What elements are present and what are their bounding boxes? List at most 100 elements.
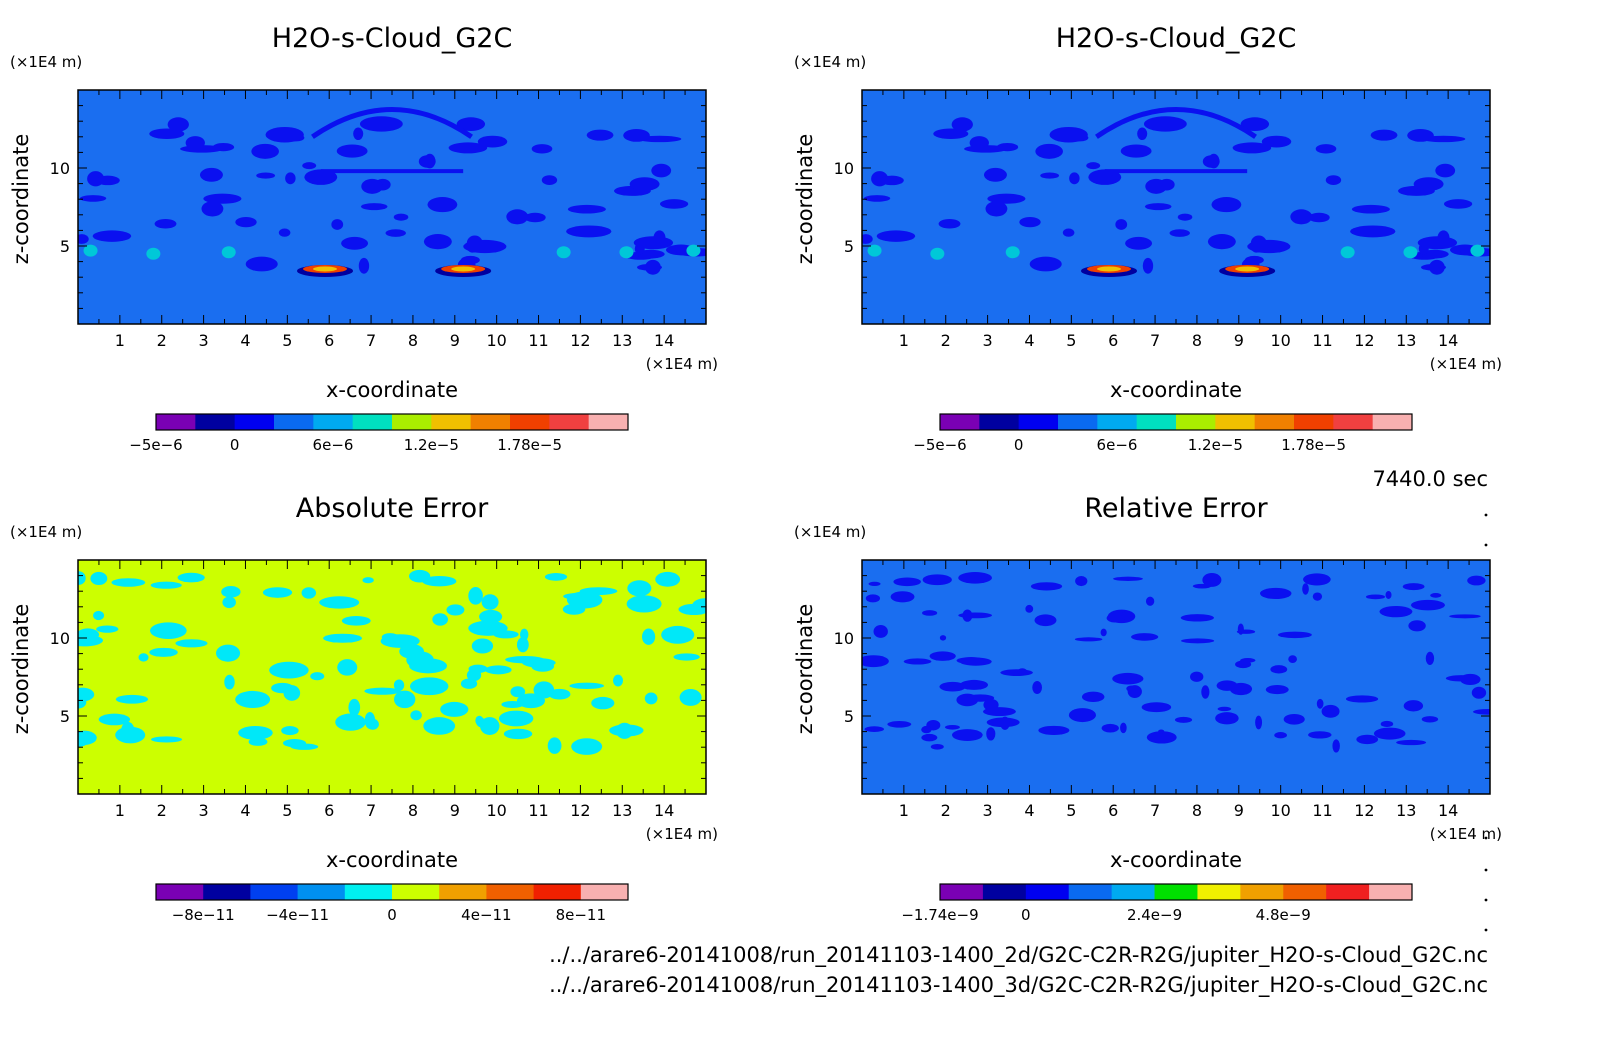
x-tick-label: 8 bbox=[408, 801, 418, 820]
error-patch bbox=[1356, 734, 1379, 745]
error-patch bbox=[591, 696, 615, 710]
cloud-patch bbox=[586, 129, 614, 141]
x-tick-label: 12 bbox=[570, 801, 590, 820]
error-patch bbox=[548, 688, 571, 700]
error-patch bbox=[1471, 686, 1487, 699]
error-patch bbox=[1025, 604, 1034, 613]
cloud-spot bbox=[221, 246, 236, 259]
error-patch bbox=[115, 726, 146, 744]
error-patch bbox=[409, 658, 448, 674]
colorbar-label: −5e−6 bbox=[913, 436, 966, 454]
cloud-patch bbox=[876, 230, 916, 242]
error-patch bbox=[1332, 739, 1340, 753]
error-patch bbox=[922, 610, 938, 616]
cloud-patch bbox=[154, 219, 177, 229]
colorbar-swatch bbox=[313, 414, 354, 430]
error-patch bbox=[1202, 573, 1222, 587]
x-tick-label: 2 bbox=[157, 331, 167, 350]
x-tick-label: 4 bbox=[1024, 801, 1034, 820]
colorbar-swatch bbox=[1326, 884, 1370, 900]
cloud-patch bbox=[359, 116, 403, 132]
error-patch bbox=[1174, 716, 1193, 723]
cloud-patch bbox=[636, 264, 663, 271]
error-patch bbox=[222, 596, 236, 609]
cloud-patch bbox=[256, 172, 276, 179]
x-axis-label: x-coordinate bbox=[1110, 848, 1242, 872]
colorbar-label: −5e−6 bbox=[129, 436, 182, 454]
colorbar-swatch bbox=[1025, 884, 1070, 900]
error-patch bbox=[571, 738, 603, 755]
x-tick-label: 9 bbox=[450, 801, 460, 820]
y-unit-label: (×1E4 m) bbox=[794, 523, 866, 541]
x-tick-label: 14 bbox=[654, 801, 674, 820]
colorbar-swatch bbox=[1215, 414, 1256, 430]
cloud-patch bbox=[1019, 216, 1041, 228]
error-patch bbox=[1373, 727, 1406, 740]
error-patch bbox=[547, 737, 562, 754]
error-patch bbox=[310, 672, 325, 681]
error-patch bbox=[966, 694, 995, 702]
error-patch bbox=[1396, 739, 1427, 746]
colorbar-swatch bbox=[1372, 414, 1413, 430]
error-patch bbox=[78, 695, 87, 709]
chart-panel-1: H2O-s-Cloud_G2C(×1E4 m)1 2 3 4 5 6 7 8 9 10 11 12 13… bbox=[9, 23, 718, 454]
y-tick-label: 5 bbox=[844, 707, 854, 726]
cloud-patch bbox=[423, 233, 452, 250]
colorbar-swatch bbox=[940, 884, 984, 900]
error-patch bbox=[1255, 715, 1263, 730]
error-patch bbox=[893, 577, 921, 587]
cloud-patch bbox=[633, 236, 674, 250]
colorbar-swatch bbox=[352, 414, 393, 430]
y-axis-label: z-coordinate bbox=[793, 134, 817, 265]
cloud-spot bbox=[556, 246, 571, 259]
hot-spot bbox=[1097, 266, 1122, 272]
error-patch bbox=[503, 728, 533, 740]
cloud-patch bbox=[1040, 172, 1060, 179]
x-tick-label: 8 bbox=[1192, 331, 1202, 350]
y-tick-label: 5 bbox=[844, 237, 854, 256]
y-unit-label: (×1E4 m) bbox=[10, 523, 82, 541]
error-patch bbox=[569, 682, 605, 690]
cloud-patch bbox=[336, 144, 368, 158]
x-tick-label: 12 bbox=[570, 331, 590, 350]
error-patch bbox=[341, 615, 371, 626]
colorbar-label: 4.8e−9 bbox=[1256, 906, 1311, 924]
error-patch bbox=[1229, 682, 1253, 696]
error-patch bbox=[440, 701, 469, 717]
y-tick-label: 5 bbox=[60, 237, 70, 256]
error-patch bbox=[626, 595, 662, 613]
error-patch bbox=[1192, 583, 1212, 589]
error-patch bbox=[282, 739, 307, 748]
chart-panel-3: Absolute Error(×1E4 m)1 2 3 4 5 6 7 8 9 10 11 12 13 1… bbox=[9, 493, 718, 924]
error-patch bbox=[642, 628, 656, 645]
x-tick-label: 2 bbox=[157, 801, 167, 820]
error-patch bbox=[944, 724, 960, 730]
cloud-patch bbox=[466, 235, 483, 251]
error-patch bbox=[468, 587, 483, 605]
edge-dot bbox=[1484, 928, 1488, 932]
y-unit-label: (×1E4 m) bbox=[10, 53, 82, 71]
x-tick-label: 14 bbox=[1438, 801, 1458, 820]
cloud-patch bbox=[278, 228, 291, 237]
cloud-patch bbox=[1350, 225, 1396, 238]
y-tick-label: 5 bbox=[60, 707, 70, 726]
cloud-spot bbox=[867, 244, 882, 257]
error-patch bbox=[1074, 637, 1103, 642]
hot-spot bbox=[313, 266, 338, 272]
colorbar-swatch bbox=[1111, 884, 1156, 900]
edge-dot bbox=[1484, 898, 1488, 902]
error-patch bbox=[1345, 695, 1379, 703]
colorbar-swatch bbox=[1283, 884, 1327, 900]
colorbar-label: 1.78e−5 bbox=[497, 436, 562, 454]
error-patch bbox=[563, 592, 596, 600]
error-patch bbox=[432, 613, 449, 626]
colorbar-label: 0 bbox=[1021, 906, 1031, 924]
cloud-patch bbox=[964, 145, 1008, 153]
error-patch bbox=[1190, 671, 1204, 682]
error-patch bbox=[1131, 633, 1159, 641]
chart-title: Absolute Error bbox=[296, 493, 489, 524]
cloud-patch bbox=[629, 177, 660, 191]
cloud-patch bbox=[862, 234, 873, 244]
x-unit-label: (×1E4 m) bbox=[646, 355, 718, 373]
error-patch bbox=[865, 594, 881, 603]
